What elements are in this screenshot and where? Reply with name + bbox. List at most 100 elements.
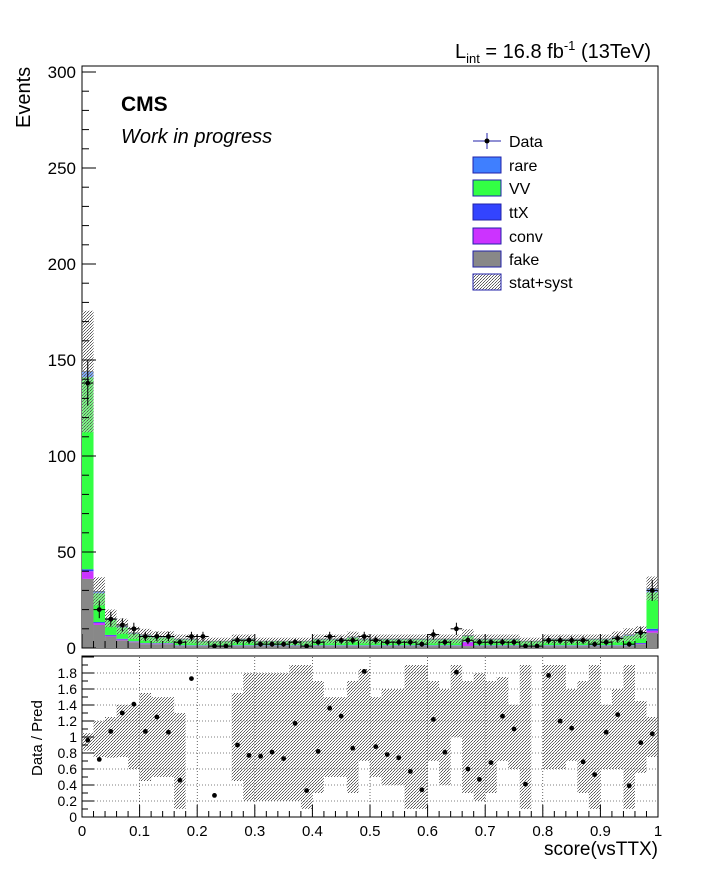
bar-fake <box>588 646 601 648</box>
x-axis-label: score(vsTTX) <box>544 839 658 860</box>
bar-ttx <box>82 569 94 572</box>
ratio-band-bin <box>128 705 140 769</box>
data-point <box>407 639 413 645</box>
ratio-y-tick-label: 0.6 <box>58 761 78 777</box>
x-tick-label: 0.4 <box>302 823 323 840</box>
data-point <box>488 639 494 645</box>
svg-text:ttX: ttX <box>509 205 529 222</box>
data-point <box>603 639 609 645</box>
y-tick-label: 150 <box>48 351 76 370</box>
bar-conv <box>462 642 474 647</box>
bar-fake <box>139 644 152 648</box>
ratio-band-bin <box>266 673 278 801</box>
ratio-point <box>557 718 563 724</box>
ratio-point <box>407 769 413 774</box>
ratio-point <box>500 713 505 719</box>
data-point <box>500 639 505 645</box>
ratio-point <box>246 753 252 758</box>
data-point <box>154 634 160 639</box>
svg-text:conv: conv <box>509 229 543 246</box>
ratio-point <box>315 749 321 754</box>
data-point <box>430 632 436 637</box>
x-tick-label: 0 <box>78 823 86 840</box>
unc-band-bin <box>277 637 290 645</box>
data-point <box>580 637 586 643</box>
bar-fake <box>416 646 428 648</box>
bar-ttx <box>634 643 647 644</box>
bar-fake <box>623 646 635 648</box>
bar-fake <box>508 646 520 648</box>
bar-fake <box>393 646 405 648</box>
ratio-point <box>465 766 471 772</box>
ratio-band-bin <box>370 697 382 777</box>
bar-fake <box>346 646 359 648</box>
y-tick-label: 50 <box>57 543 76 562</box>
ratio-band-bin <box>450 665 463 737</box>
bar-vv <box>646 592 658 629</box>
ratio-band-bin <box>508 705 520 769</box>
bar-conv <box>646 630 658 633</box>
bar-ttx <box>93 622 106 624</box>
data-point <box>108 616 114 622</box>
ratio-point <box>523 781 528 787</box>
ratio-band-bin <box>462 681 474 793</box>
ratio-band-bin <box>151 697 163 777</box>
x-tick-label: 0.3 <box>244 823 265 840</box>
ratio-point <box>350 745 356 751</box>
legend-ttx: ttX <box>472 203 529 222</box>
ratio-band-bin <box>335 697 347 777</box>
ratio-point <box>638 740 644 745</box>
ratio-point <box>488 760 494 765</box>
bar-fake <box>254 646 267 648</box>
ratio-point <box>649 731 655 737</box>
ratio-band-bin <box>243 673 255 801</box>
data-point <box>166 634 171 639</box>
ratio-band-bin <box>162 697 175 777</box>
data-point <box>615 636 621 641</box>
ratio-band-bin <box>623 665 635 809</box>
data-point <box>223 643 229 649</box>
y-axis-label-bottom: Data / Pred <box>29 700 46 776</box>
bar-fake <box>335 646 347 648</box>
ratio-band-bin <box>577 681 589 793</box>
bar-vv <box>82 377 94 570</box>
data-point <box>534 643 540 649</box>
data-point <box>523 643 528 649</box>
data-point <box>142 634 148 639</box>
bar-fake <box>600 646 612 648</box>
ratio-y-tick-label: 0.8 <box>58 745 78 761</box>
ratio-point <box>189 676 194 681</box>
ratio-band-bin <box>600 705 612 769</box>
bar-ttx <box>105 634 117 636</box>
bar-fake <box>485 646 497 648</box>
cms-label: CMS <box>121 93 168 116</box>
ratio-band-bin <box>139 693 152 781</box>
ratio-axes: 00.20.40.60.811.21.41.61.80 0.1 0.2 0.3 0.4 0… <box>58 656 662 840</box>
ratio-y-tick-label: 1.4 <box>58 697 78 713</box>
y-tick-label: 200 <box>48 255 76 274</box>
data-point <box>454 626 459 632</box>
ratio-point <box>85 737 91 743</box>
ratio-band-bin <box>416 665 428 809</box>
x-tick-label: 0.8 <box>532 823 553 840</box>
bar-fake <box>646 632 658 648</box>
data-point <box>649 588 655 593</box>
ratio-band-bin <box>611 689 624 769</box>
bar-fake <box>243 646 255 648</box>
lumi-label: Lint = 16.8 fb-1 (13TeV) <box>455 38 651 66</box>
ratio-point <box>384 752 390 757</box>
ratio-band-bin <box>277 673 290 801</box>
bar-fake <box>105 636 117 648</box>
ratio-point <box>281 756 286 761</box>
bar-fake <box>634 644 647 648</box>
ratio-band-bin <box>300 665 313 809</box>
x-tick-label: 0.1 <box>129 823 150 840</box>
ratio-band-bin <box>404 665 417 809</box>
bar-conv <box>128 641 140 643</box>
data-point <box>119 622 125 628</box>
bar-ttx <box>116 638 129 640</box>
ratio-point <box>603 729 609 735</box>
unc-band-bin <box>266 637 278 645</box>
bar-fake <box>116 640 129 648</box>
